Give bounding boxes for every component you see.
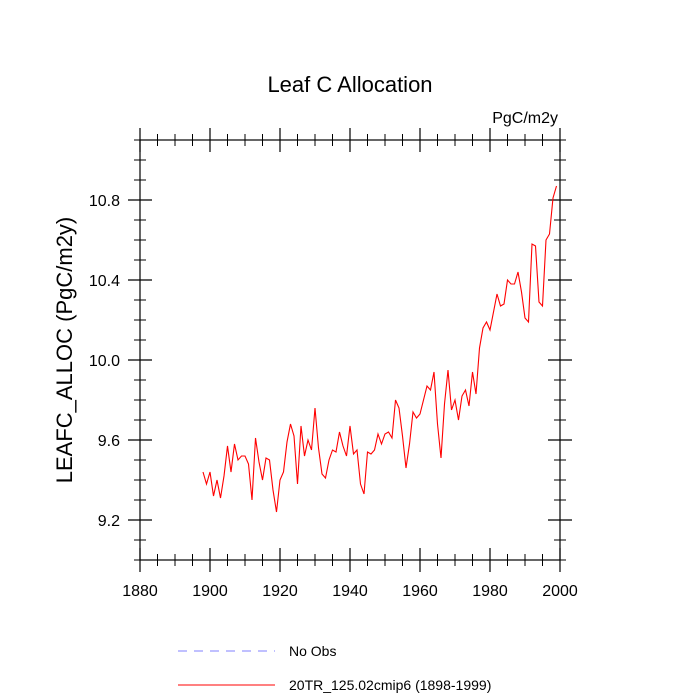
- x-tick-labels: 1880 1900 1920 1940 1960 1980 2000: [122, 583, 578, 600]
- x-tick-label: 1920: [262, 583, 298, 600]
- x-tick-label: 2000: [542, 583, 578, 600]
- chart-title: Leaf C Allocation: [267, 72, 432, 97]
- y-tick-label: 10.8: [89, 193, 120, 210]
- x-tick-label: 1880: [122, 583, 158, 600]
- y-tick-label: 9.6: [98, 433, 120, 450]
- minor-ticks: [134, 134, 566, 566]
- x-tick-label: 1980: [472, 583, 508, 600]
- x-tick-label: 1900: [192, 583, 228, 600]
- x-tick-label: 1940: [332, 583, 368, 600]
- legend-label-no-obs: No Obs: [289, 643, 336, 659]
- series-line-20tr: [202, 185, 558, 513]
- y-tick-label: 9.2: [98, 513, 120, 530]
- legend-label-20tr: 20TR_125.02cmip6 (1898-1999): [289, 677, 491, 693]
- units-label: PgC/m2y: [492, 110, 558, 127]
- major-ticks: [128, 128, 572, 572]
- y-axis-label: LEAFC_ALLOC (PgC/m2y): [52, 217, 77, 484]
- y-tick-labels: 9.2 9.6 10.0 10.4 10.8: [89, 193, 120, 530]
- y-tick-label: 10.4: [89, 273, 120, 290]
- plot-frame: [139, 139, 561, 561]
- x-tick-label: 1960: [402, 583, 438, 600]
- legend: No Obs 20TR_125.02cmip6 (1898-1999): [178, 643, 491, 693]
- y-tick-label: 10.0: [89, 353, 120, 370]
